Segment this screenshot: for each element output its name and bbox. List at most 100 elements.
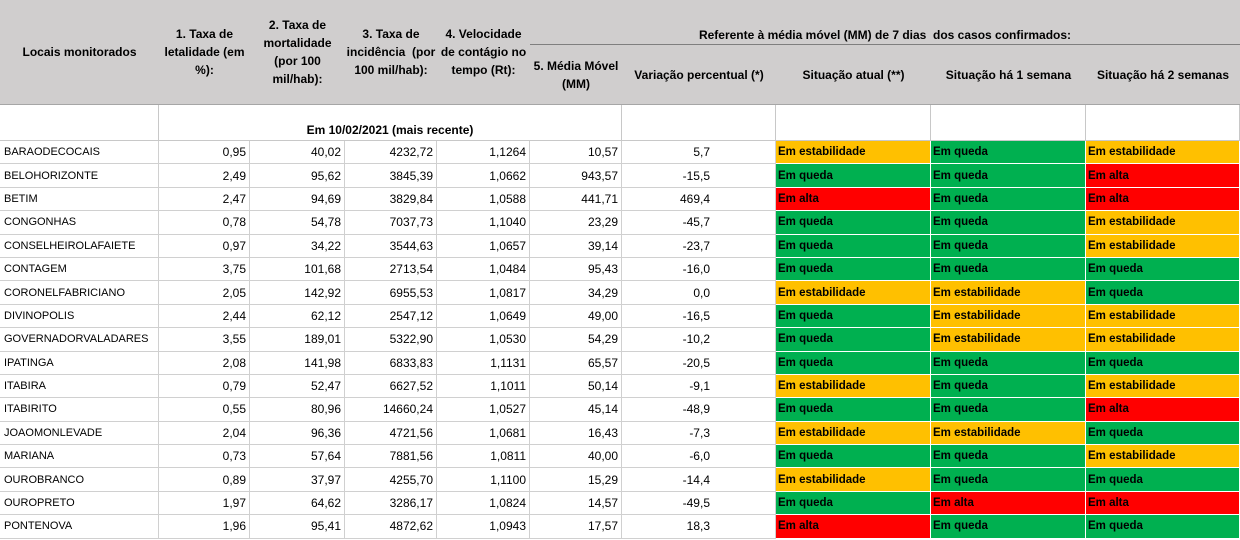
cell-media-movel: 10,57: [530, 141, 622, 165]
blank-cell: [931, 105, 1086, 141]
cell-situacao-atual: Em alta: [776, 187, 931, 212]
header-text-line: 1. Taxa de: [175, 27, 234, 41]
cell-situacao-1-semana: Em estabilidade: [931, 328, 1086, 352]
cell-media-movel: 54,29: [530, 328, 622, 352]
cell-taxa-letalidade: 1,96: [159, 515, 250, 539]
cell-taxa-mortalidade: 80,96: [250, 398, 345, 422]
cell-situacao-2-semanas: Em alta: [1086, 187, 1240, 212]
cell-taxa-incidencia: 5322,90: [345, 328, 437, 352]
cell-local: PONTENOVA: [0, 515, 159, 539]
header-text-line: 100 mil/hab):: [354, 63, 428, 77]
date-label: Em 10/02/2021 (mais recente): [159, 105, 622, 141]
cell-velocidade-contagio: 1,0588: [437, 187, 530, 212]
cell-taxa-letalidade: 0,55: [159, 398, 250, 422]
cell-situacao-atual: Em queda: [776, 351, 931, 375]
cell-situacao-2-semanas: Em estabilidade: [1086, 374, 1240, 399]
cell-media-movel: 23,29: [530, 211, 622, 235]
cell-variacao-percentual: 0,0: [622, 281, 776, 305]
cell-taxa-incidencia: 6833,83: [345, 351, 437, 375]
cell-taxa-incidencia: 14660,24: [345, 398, 437, 422]
cell-situacao-atual: Em queda: [776, 164, 931, 188]
cell-local: JOAOMONLEVADE: [0, 421, 159, 446]
cell-taxa-incidencia: 4255,70: [345, 468, 437, 492]
cell-situacao-1-semana: Em estabilidade: [931, 281, 1086, 305]
cell-media-movel: 943,57: [530, 164, 622, 188]
cell-taxa-letalidade: 2,04: [159, 421, 250, 446]
cell-variacao-percentual: -49,5: [622, 491, 776, 516]
cell-media-movel: 50,14: [530, 374, 622, 399]
table-row: OUROBRANCO 0,89 37,97 4255,70 1,1100 15,29 -14…: [0, 468, 1240, 492]
cell-velocidade-contagio: 1,0662: [437, 164, 530, 188]
cell-situacao-2-semanas: Em estabilidade: [1086, 141, 1240, 165]
table-row: CONTAGEM 3,75 101,68 2713,54 1,0484 95,43 -16,…: [0, 257, 1240, 282]
cell-situacao-2-semanas: Em estabilidade: [1086, 211, 1240, 235]
header-text-line: tempo (Rt):: [451, 63, 516, 77]
cell-taxa-letalidade: 3,75: [159, 257, 250, 282]
cell-situacao-2-semanas: Em estabilidade: [1086, 328, 1240, 352]
cell-taxa-letalidade: 2,08: [159, 351, 250, 375]
cell-situacao-atual: Em estabilidade: [776, 281, 931, 305]
header-taxa-mortalidade: 2. Taxa de mortalidade (por 100 mil/hab)…: [250, 0, 345, 104]
header-text-line: mortalidade: [263, 36, 332, 50]
cell-local: GOVERNADORVALADARES: [0, 328, 159, 352]
cell-situacao-2-semanas: Em queda: [1086, 515, 1240, 539]
cell-situacao-1-semana: Em queda: [931, 398, 1086, 422]
cell-situacao-atual: Em estabilidade: [776, 374, 931, 399]
cell-taxa-letalidade: 0,97: [159, 234, 250, 258]
cell-taxa-mortalidade: 64,62: [250, 491, 345, 516]
cell-media-movel: 16,43: [530, 421, 622, 446]
cell-taxa-letalidade: 2,44: [159, 304, 250, 329]
cell-taxa-incidencia: 3286,17: [345, 491, 437, 516]
cell-situacao-1-semana: Em queda: [931, 515, 1086, 539]
cell-taxa-letalidade: 0,89: [159, 468, 250, 492]
cell-local: ITABIRA: [0, 374, 159, 399]
cell-local: BARAODECOCAIS: [0, 141, 159, 165]
cell-local: IPATINGA: [0, 351, 159, 375]
cell-variacao-percentual: -16,5: [622, 304, 776, 329]
header-velocidade-contagio: 4. Velocidade de contágio no tempo (Rt):: [437, 0, 530, 104]
cell-situacao-atual: Em queda: [776, 211, 931, 235]
header-locais-monitorados: Locais monitorados: [0, 0, 159, 104]
header-text-line: Situação há 1 semana: [945, 67, 1072, 82]
cell-local: OUROPRETO: [0, 491, 159, 516]
cell-media-movel: 15,29: [530, 468, 622, 492]
cell-situacao-1-semana: Em queda: [931, 187, 1086, 212]
cell-situacao-2-semanas: Em queda: [1086, 351, 1240, 375]
header-text-line: 4. Velocidade: [445, 27, 522, 41]
cell-taxa-mortalidade: 189,01: [250, 328, 345, 352]
blank-cell: [0, 105, 159, 141]
cell-taxa-mortalidade: 94,69: [250, 187, 345, 212]
cell-taxa-mortalidade: 34,22: [250, 234, 345, 258]
cell-velocidade-contagio: 1,0943: [437, 515, 530, 539]
cell-variacao-percentual: 18,3: [622, 515, 776, 539]
table-row: PONTENOVA 1,96 95,41 4872,62 1,0943 17,57 18,3…: [0, 515, 1240, 539]
table-row: MARIANA 0,73 57,64 7881,56 1,0811 40,00 -6,0 Em…: [0, 445, 1240, 469]
table-row: CONGONHAS 0,78 54,78 7037,73 1,1040 23,29 -45,…: [0, 211, 1240, 235]
cell-variacao-percentual: -14,4: [622, 468, 776, 492]
cell-situacao-2-semanas: Em queda: [1086, 468, 1240, 492]
cell-taxa-letalidade: 3,55: [159, 328, 250, 352]
cell-taxa-mortalidade: 142,92: [250, 281, 345, 305]
cell-media-movel: 40,00: [530, 445, 622, 469]
cell-situacao-atual: Em queda: [776, 491, 931, 516]
cell-taxa-incidencia: 7037,73: [345, 211, 437, 235]
cell-taxa-incidencia: 6627,52: [345, 374, 437, 399]
cell-taxa-letalidade: 2,49: [159, 164, 250, 188]
cell-taxa-letalidade: 0,73: [159, 445, 250, 469]
header-variacao-percentual: Variação percentual (*): [622, 45, 776, 104]
cell-taxa-mortalidade: 96,36: [250, 421, 345, 446]
cell-situacao-atual: Em queda: [776, 398, 931, 422]
header-text-line: Locais monitorados: [22, 45, 137, 59]
cell-velocidade-contagio: 1,0657: [437, 234, 530, 258]
cell-variacao-percentual: -6,0: [622, 445, 776, 469]
cell-situacao-1-semana: Em queda: [931, 257, 1086, 282]
table-body: BARAODECOCAIS 0,95 40,02 4232,72 1,1264 10,57…: [0, 141, 1240, 539]
header-text-line: Situação atual (**): [802, 67, 905, 82]
cell-situacao-atual: Em queda: [776, 257, 931, 282]
cell-local: CONTAGEM: [0, 257, 159, 282]
header-text-line: (por 100: [274, 54, 321, 68]
cell-media-movel: 34,29: [530, 281, 622, 305]
cell-situacao-1-semana: Em queda: [931, 211, 1086, 235]
cell-velocidade-contagio: 1,1100: [437, 468, 530, 492]
cell-velocidade-contagio: 1,0817: [437, 281, 530, 305]
